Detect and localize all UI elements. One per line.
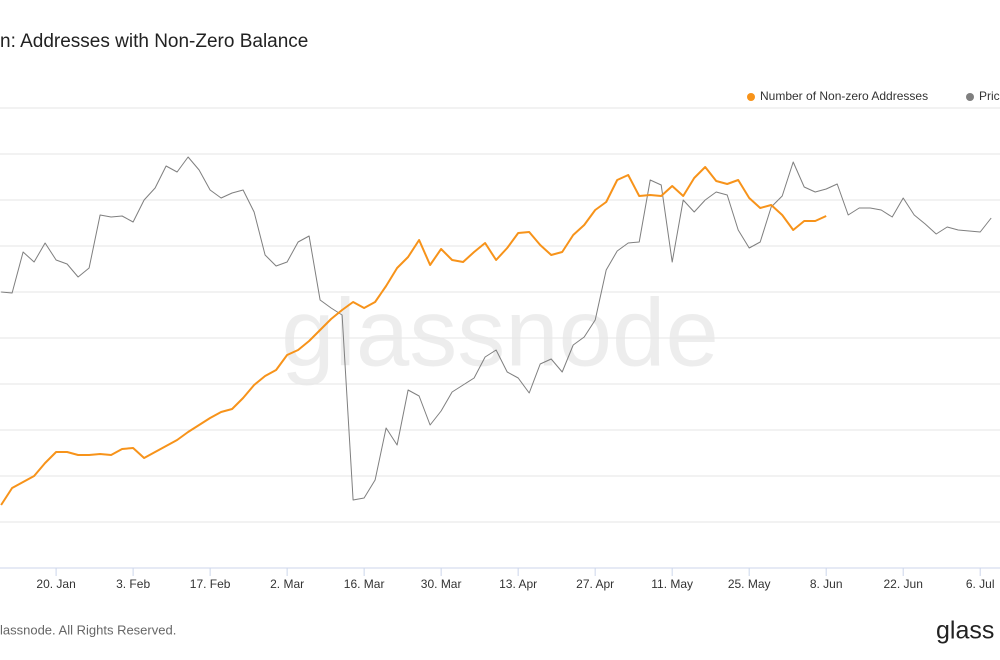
- x-tick-label: 20. Jan: [36, 577, 75, 591]
- x-tick-label: 27. Apr: [576, 577, 614, 591]
- watermark: glassnode: [281, 279, 719, 386]
- series-line: [0, 166, 827, 506]
- series-line: [1, 156, 992, 501]
- x-tick-label: 13. Apr: [499, 577, 537, 591]
- x-tick-label: 16. Mar: [344, 577, 385, 591]
- legend-label: Number of Non-zero Addresses: [760, 89, 928, 103]
- legend-marker: [966, 93, 974, 101]
- x-tick-label: 6. Jul: [966, 577, 995, 591]
- x-tick-label: 8. Jun: [810, 577, 843, 591]
- footer: lassnode. All Rights Reserved.: [0, 622, 176, 637]
- x-tick-label: 11. May: [651, 577, 693, 591]
- legend-label: Pric: [979, 89, 1000, 103]
- logo: glass: [936, 617, 994, 645]
- chart-title: n: Addresses with Non-Zero Balance: [0, 31, 308, 52]
- x-tick-label: 2. Mar: [270, 577, 304, 591]
- x-tick-label: 25. May: [728, 577, 771, 591]
- x-tick-label: 17. Feb: [190, 577, 231, 591]
- x-tick-label: 3. Feb: [116, 577, 150, 591]
- legend-marker: [747, 93, 755, 101]
- x-tick-label: 30. Mar: [421, 577, 462, 591]
- x-tick-label: 22. Jun: [884, 577, 923, 591]
